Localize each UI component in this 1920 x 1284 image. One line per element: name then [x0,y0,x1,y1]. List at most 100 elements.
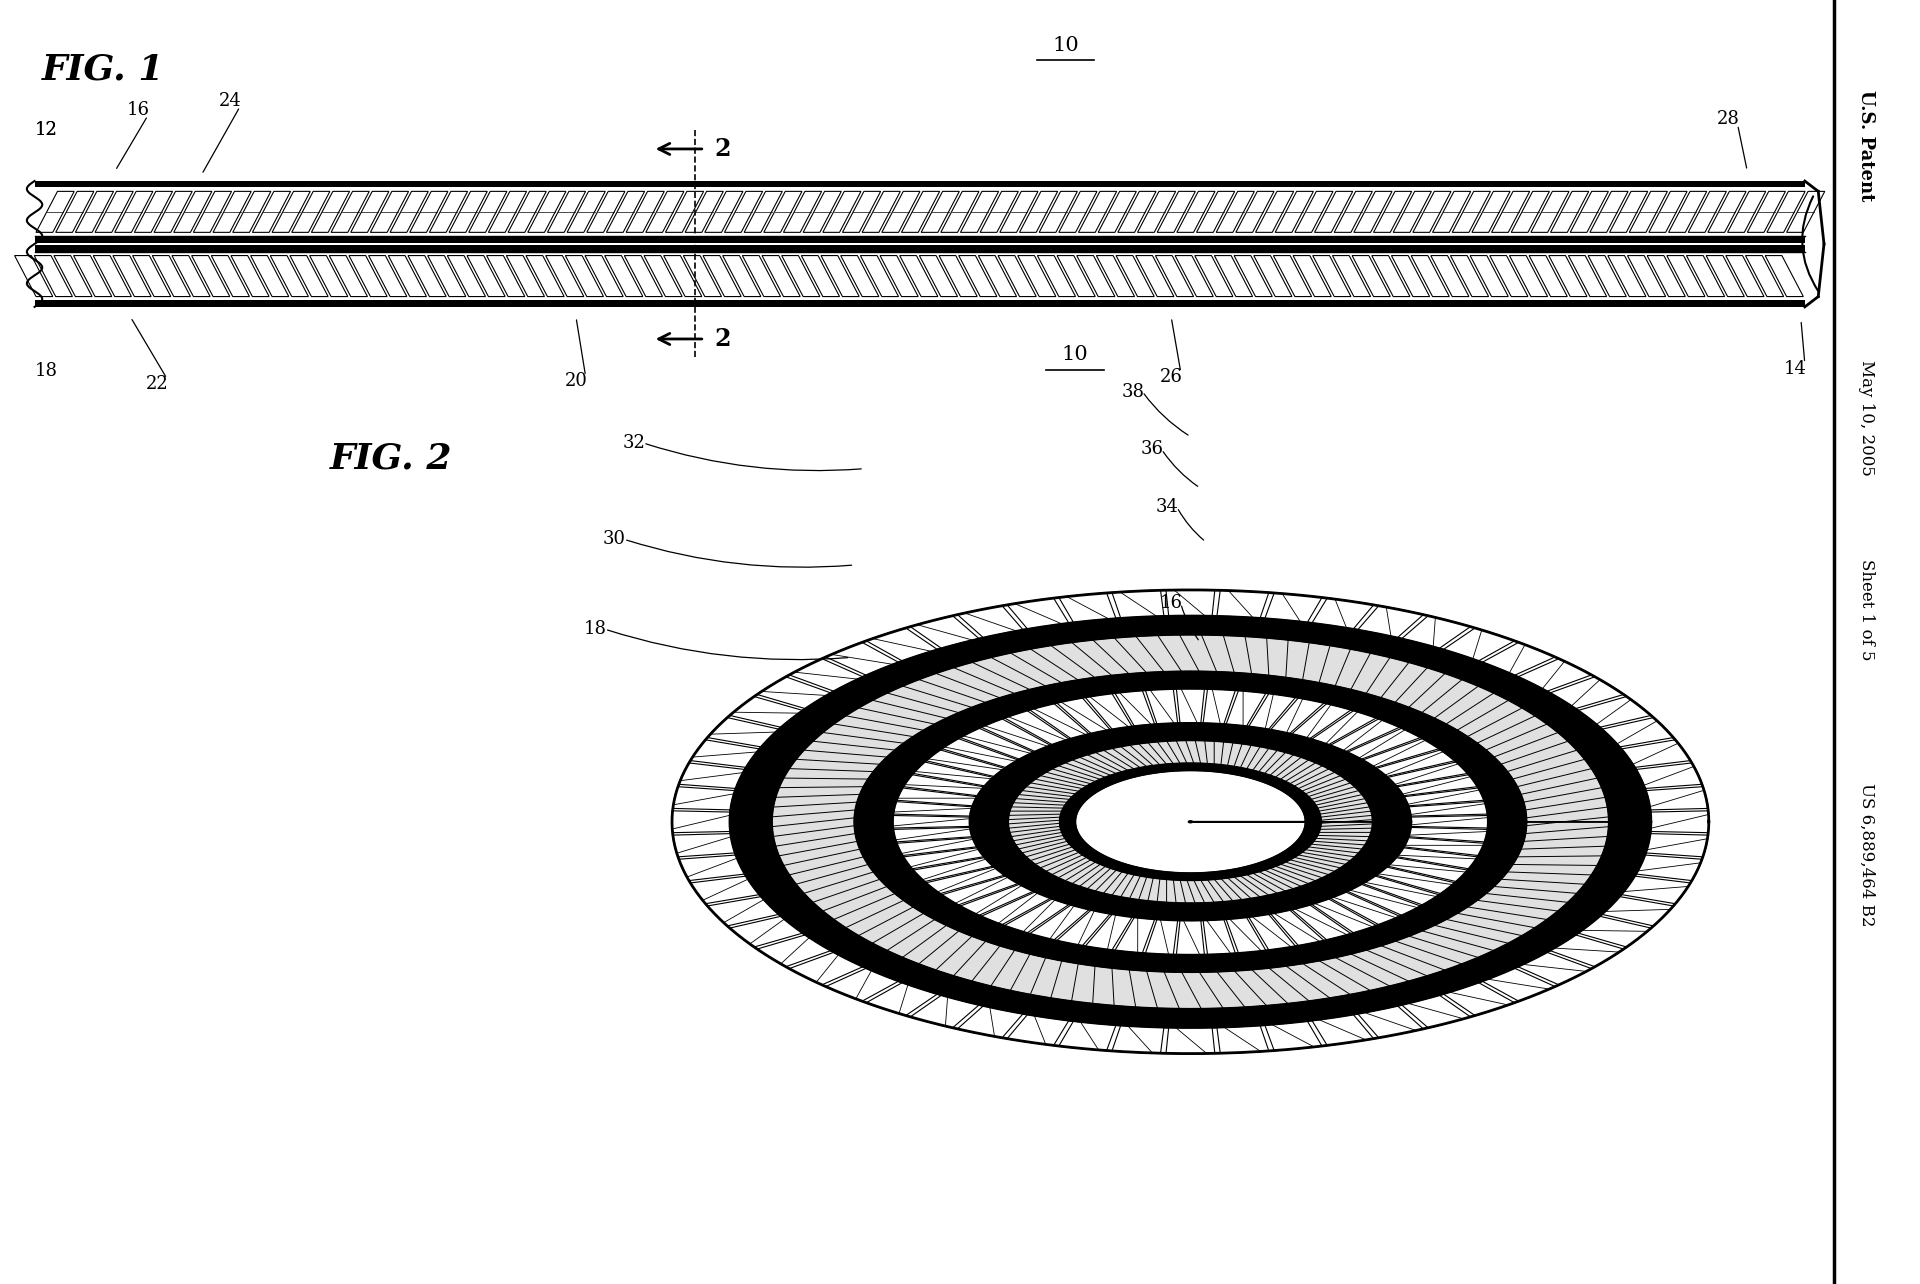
Text: Sheet 1 of 5: Sheet 1 of 5 [1859,559,1874,660]
Polygon shape [1116,691,1154,727]
Polygon shape [981,892,1050,924]
Polygon shape [705,191,743,232]
Polygon shape [789,659,862,691]
Text: 16: 16 [127,101,150,119]
Polygon shape [486,256,524,297]
Polygon shape [722,256,760,297]
Polygon shape [1137,191,1175,232]
Polygon shape [1020,191,1058,232]
Polygon shape [1331,892,1400,924]
Text: 32: 32 [622,434,645,452]
Polygon shape [1058,256,1094,297]
Polygon shape [1334,191,1373,232]
Polygon shape [488,191,526,232]
Polygon shape [311,191,349,232]
Polygon shape [981,719,1050,751]
Polygon shape [430,191,468,232]
Polygon shape [1452,191,1490,232]
Polygon shape [1332,256,1371,297]
Polygon shape [605,256,643,297]
Text: 14: 14 [1784,360,1807,377]
Polygon shape [428,256,467,297]
Polygon shape [1609,191,1647,232]
Polygon shape [1402,616,1471,648]
Polygon shape [290,256,328,297]
Polygon shape [154,191,192,232]
Polygon shape [672,810,730,833]
Polygon shape [756,935,831,967]
Polygon shape [588,191,624,232]
Polygon shape [526,256,564,297]
Polygon shape [252,256,288,297]
Text: 26: 26 [1160,369,1183,386]
Polygon shape [1158,191,1196,232]
Polygon shape [1331,719,1400,751]
Polygon shape [449,191,488,232]
Polygon shape [94,256,131,297]
Polygon shape [115,191,154,232]
Polygon shape [1294,191,1332,232]
Polygon shape [1018,256,1056,297]
Polygon shape [862,191,900,232]
Polygon shape [914,761,993,786]
Polygon shape [1177,191,1215,232]
Polygon shape [1404,788,1484,806]
Polygon shape [841,256,879,297]
Polygon shape [1096,256,1135,297]
Polygon shape [958,606,1023,638]
Polygon shape [1248,693,1296,729]
Polygon shape [1444,628,1515,661]
Text: 22: 22 [146,375,169,393]
Polygon shape [509,191,547,232]
Polygon shape [409,191,447,232]
Polygon shape [528,191,566,232]
Polygon shape [1636,855,1701,881]
Polygon shape [96,191,132,232]
Polygon shape [273,191,311,232]
Polygon shape [902,774,983,796]
Polygon shape [970,723,1411,921]
Polygon shape [1075,770,1306,873]
Polygon shape [1528,256,1567,297]
Polygon shape [1227,917,1265,953]
Text: 20: 20 [564,372,588,390]
Polygon shape [1601,718,1674,747]
Polygon shape [1215,191,1254,232]
Polygon shape [1377,750,1455,777]
Polygon shape [447,256,486,297]
Polygon shape [1519,659,1592,691]
Polygon shape [1645,787,1709,810]
Polygon shape [1354,191,1392,232]
Polygon shape [789,953,862,985]
Text: 36: 36 [1140,440,1164,458]
Polygon shape [762,256,801,297]
Polygon shape [1235,256,1273,297]
Polygon shape [920,256,958,297]
Polygon shape [958,1005,1023,1037]
Polygon shape [680,855,745,881]
Polygon shape [1388,858,1467,882]
Polygon shape [893,827,972,842]
Polygon shape [1766,191,1805,232]
Polygon shape [1607,256,1645,297]
Polygon shape [925,750,1004,777]
Polygon shape [1292,256,1331,297]
Text: 18: 18 [35,362,58,380]
Bar [35,252,1805,300]
Polygon shape [1058,1021,1116,1050]
Polygon shape [914,858,993,882]
Polygon shape [1551,191,1588,232]
Polygon shape [703,256,741,297]
Polygon shape [756,677,831,709]
Polygon shape [1482,642,1555,675]
Polygon shape [1116,256,1154,297]
Polygon shape [1165,1027,1215,1054]
Polygon shape [803,191,841,232]
Polygon shape [743,256,781,297]
Polygon shape [866,628,937,661]
Polygon shape [388,256,426,297]
Polygon shape [113,256,152,297]
Polygon shape [1622,876,1690,904]
Polygon shape [390,191,428,232]
Polygon shape [781,256,820,297]
